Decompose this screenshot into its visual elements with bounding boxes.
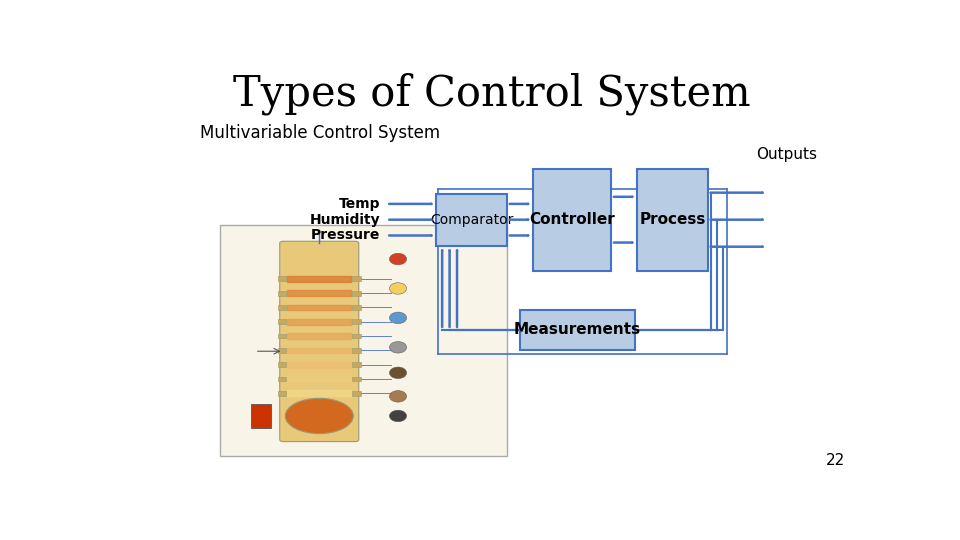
Text: Types of Control System: Types of Control System [233, 73, 751, 115]
FancyBboxPatch shape [277, 348, 286, 353]
Ellipse shape [390, 312, 407, 323]
FancyBboxPatch shape [277, 362, 286, 367]
FancyBboxPatch shape [533, 168, 611, 271]
Ellipse shape [285, 399, 353, 434]
FancyBboxPatch shape [277, 276, 286, 281]
Text: Comparator: Comparator [430, 213, 514, 227]
FancyBboxPatch shape [352, 276, 361, 281]
Ellipse shape [390, 341, 407, 353]
FancyBboxPatch shape [352, 334, 361, 339]
FancyBboxPatch shape [352, 362, 361, 367]
Text: 22: 22 [827, 453, 846, 468]
FancyBboxPatch shape [277, 319, 286, 324]
FancyBboxPatch shape [221, 225, 507, 456]
FancyBboxPatch shape [252, 404, 272, 428]
Text: Controller: Controller [529, 212, 614, 227]
FancyBboxPatch shape [277, 334, 286, 339]
FancyBboxPatch shape [277, 376, 286, 381]
FancyBboxPatch shape [352, 391, 361, 396]
FancyBboxPatch shape [519, 310, 635, 349]
Ellipse shape [390, 367, 407, 379]
Text: Outputs: Outputs [756, 147, 817, 161]
FancyBboxPatch shape [277, 391, 286, 396]
Text: Pressure: Pressure [311, 228, 380, 242]
FancyBboxPatch shape [436, 194, 507, 246]
Text: Measurements: Measurements [514, 322, 640, 338]
FancyBboxPatch shape [277, 305, 286, 310]
Text: Temp: Temp [339, 197, 380, 211]
Text: Process: Process [639, 212, 706, 227]
FancyBboxPatch shape [352, 348, 361, 353]
FancyBboxPatch shape [352, 291, 361, 295]
Text: Multivariable Control System: Multivariable Control System [201, 124, 441, 143]
Ellipse shape [390, 283, 407, 294]
FancyBboxPatch shape [352, 319, 361, 324]
Text: Humidity: Humidity [310, 213, 380, 227]
FancyBboxPatch shape [352, 376, 361, 381]
FancyBboxPatch shape [637, 168, 708, 271]
Ellipse shape [390, 390, 407, 402]
Ellipse shape [390, 253, 407, 265]
FancyBboxPatch shape [277, 291, 286, 295]
FancyBboxPatch shape [352, 305, 361, 310]
FancyBboxPatch shape [279, 241, 359, 442]
Ellipse shape [390, 410, 407, 422]
